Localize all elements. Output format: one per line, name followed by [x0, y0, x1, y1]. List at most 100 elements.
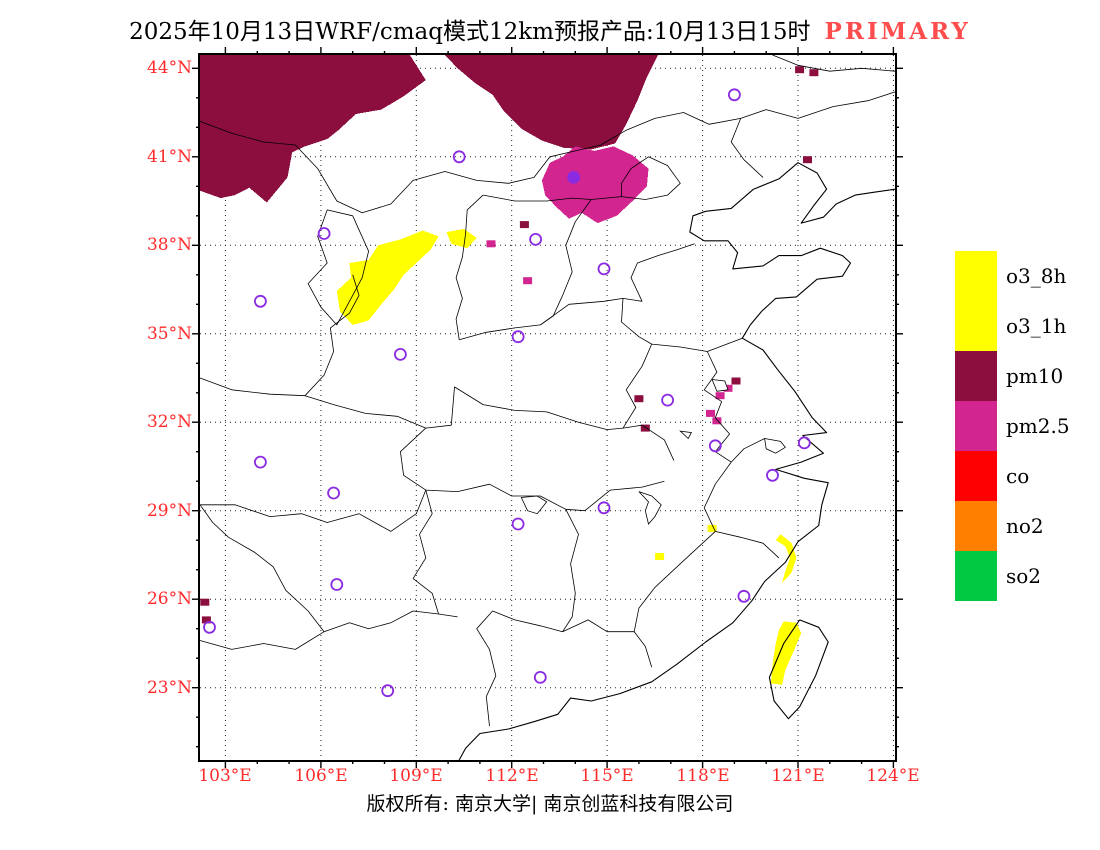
province-boundary: [562, 509, 579, 632]
city-marker: [766, 468, 779, 482]
province-boundary: [715, 531, 780, 559]
city-marker: [317, 227, 331, 240]
legend-item-co: co: [955, 451, 1100, 501]
city-marker: [728, 88, 741, 102]
lon-axis-label: 103°E: [198, 766, 252, 786]
o3-region: [446, 229, 477, 249]
province-boundary: [199, 504, 325, 650]
province-boundary: [199, 91, 896, 214]
province-boundary: [199, 377, 455, 429]
legend-item-no2: no2: [955, 501, 1100, 551]
city-marker: [597, 262, 611, 276]
map-canvas: [192, 47, 903, 768]
pm10-spot: [803, 156, 812, 164]
legend-label: o3_1h: [1006, 314, 1067, 338]
legend-item-so2: so2: [955, 551, 1100, 601]
copyright-footer: 版权所有: 南京大学| 南京创蓝科技有限公司: [366, 793, 734, 815]
province-boundary: [323, 610, 439, 633]
pm10-spot: [519, 221, 529, 229]
lon-axis-label: 118°E: [676, 766, 730, 786]
lake-outline: [711, 379, 729, 392]
pm10-spot: [809, 69, 819, 77]
legend-label: co: [1006, 464, 1030, 488]
province-boundary: [621, 298, 743, 352]
city-marker: [737, 589, 751, 603]
lake-outline: [638, 491, 662, 525]
legend-label: pm2.5: [1006, 414, 1070, 438]
city-marker: [511, 330, 525, 344]
pm25-spot: [715, 392, 725, 400]
legend-item-o3_8h: o3_8h: [955, 251, 1100, 301]
city-marker: [597, 501, 611, 515]
province-boundary: [540, 199, 592, 326]
legend-label: no2: [1006, 514, 1044, 538]
province-boundary: [412, 489, 458, 618]
legend-swatch: [955, 351, 997, 401]
province-boundary: [730, 118, 764, 178]
province-boundary: [730, 438, 765, 463]
o3-spot: [707, 524, 717, 532]
city-marker: [708, 439, 722, 453]
province-boundary: [425, 480, 665, 512]
legend-item-pm10: pm10: [955, 351, 1100, 401]
legend-swatch: [955, 401, 997, 451]
lat-axis-label: 44°N: [146, 58, 192, 78]
legend-swatch: [955, 551, 997, 601]
province-boundary: [483, 194, 622, 202]
pm25-spot: [706, 409, 715, 417]
pm25-spot: [486, 240, 496, 248]
city-marker: [330, 578, 344, 591]
legend-swatch: [955, 301, 997, 351]
o3-region: [770, 621, 802, 685]
lat-axis-label: 35°N: [146, 324, 192, 344]
legend-label: so2: [1006, 564, 1042, 588]
pm10-spot: [640, 424, 650, 432]
pm10-spot: [634, 395, 644, 403]
pm10-region: [200, 55, 426, 203]
province-boundary: [455, 194, 484, 340]
lon-axis-label: 121°E: [771, 766, 825, 786]
pm10-spot: [201, 616, 211, 624]
pm25-spot: [523, 277, 533, 285]
city-marker: [327, 486, 341, 500]
province-boundary: [304, 274, 360, 396]
lon-axis-label: 124°E: [866, 766, 920, 786]
pm10-region: [444, 55, 658, 150]
city-marker: [533, 671, 547, 684]
lon-axis-label: 106°E: [294, 766, 348, 786]
city-marker: [567, 171, 581, 184]
legend-label: o3_8h: [1006, 264, 1067, 288]
province-boundary: [307, 209, 370, 326]
legend-item-pm2.5: pm2.5: [955, 401, 1100, 451]
province-boundary: [200, 427, 427, 532]
lake-outline: [679, 430, 693, 440]
pm25-spot: [723, 384, 733, 392]
city-marker: [452, 150, 466, 164]
lake-outline: [764, 438, 786, 454]
legend-item-o3_1h: o3_1h: [955, 301, 1100, 351]
pm10-spot: [731, 377, 741, 385]
city-marker: [393, 347, 407, 361]
pm10-spot: [200, 598, 210, 606]
title-tag: PRIMARY: [824, 18, 971, 45]
pm10-spot: [795, 66, 805, 74]
city-marker: [254, 455, 267, 469]
o3-spot: [655, 553, 665, 560]
city-marker: [381, 684, 395, 698]
page-title: 2025年10月13日WRF/cmaq模式12km预报产品:10月13日15时 P…: [0, 12, 1100, 46]
lon-axis-label: 115°E: [580, 766, 634, 786]
legend-swatch: [955, 251, 997, 301]
province-boundary: [476, 610, 635, 727]
city-marker: [529, 232, 543, 246]
map-frame: [192, 47, 903, 768]
province-boundary: [621, 156, 681, 200]
province-boundary: [703, 351, 732, 463]
lat-axis-label: 32°N: [146, 412, 192, 432]
o3-region: [336, 230, 439, 325]
coastline: [768, 619, 829, 720]
title-main: 2025年10月13日WRF/cmaq模式12km预报产品:10月13日15时: [129, 19, 811, 45]
lon-axis-label: 112°E: [485, 766, 539, 786]
province-boundary: [772, 54, 896, 72]
province-boundary: [630, 243, 695, 302]
